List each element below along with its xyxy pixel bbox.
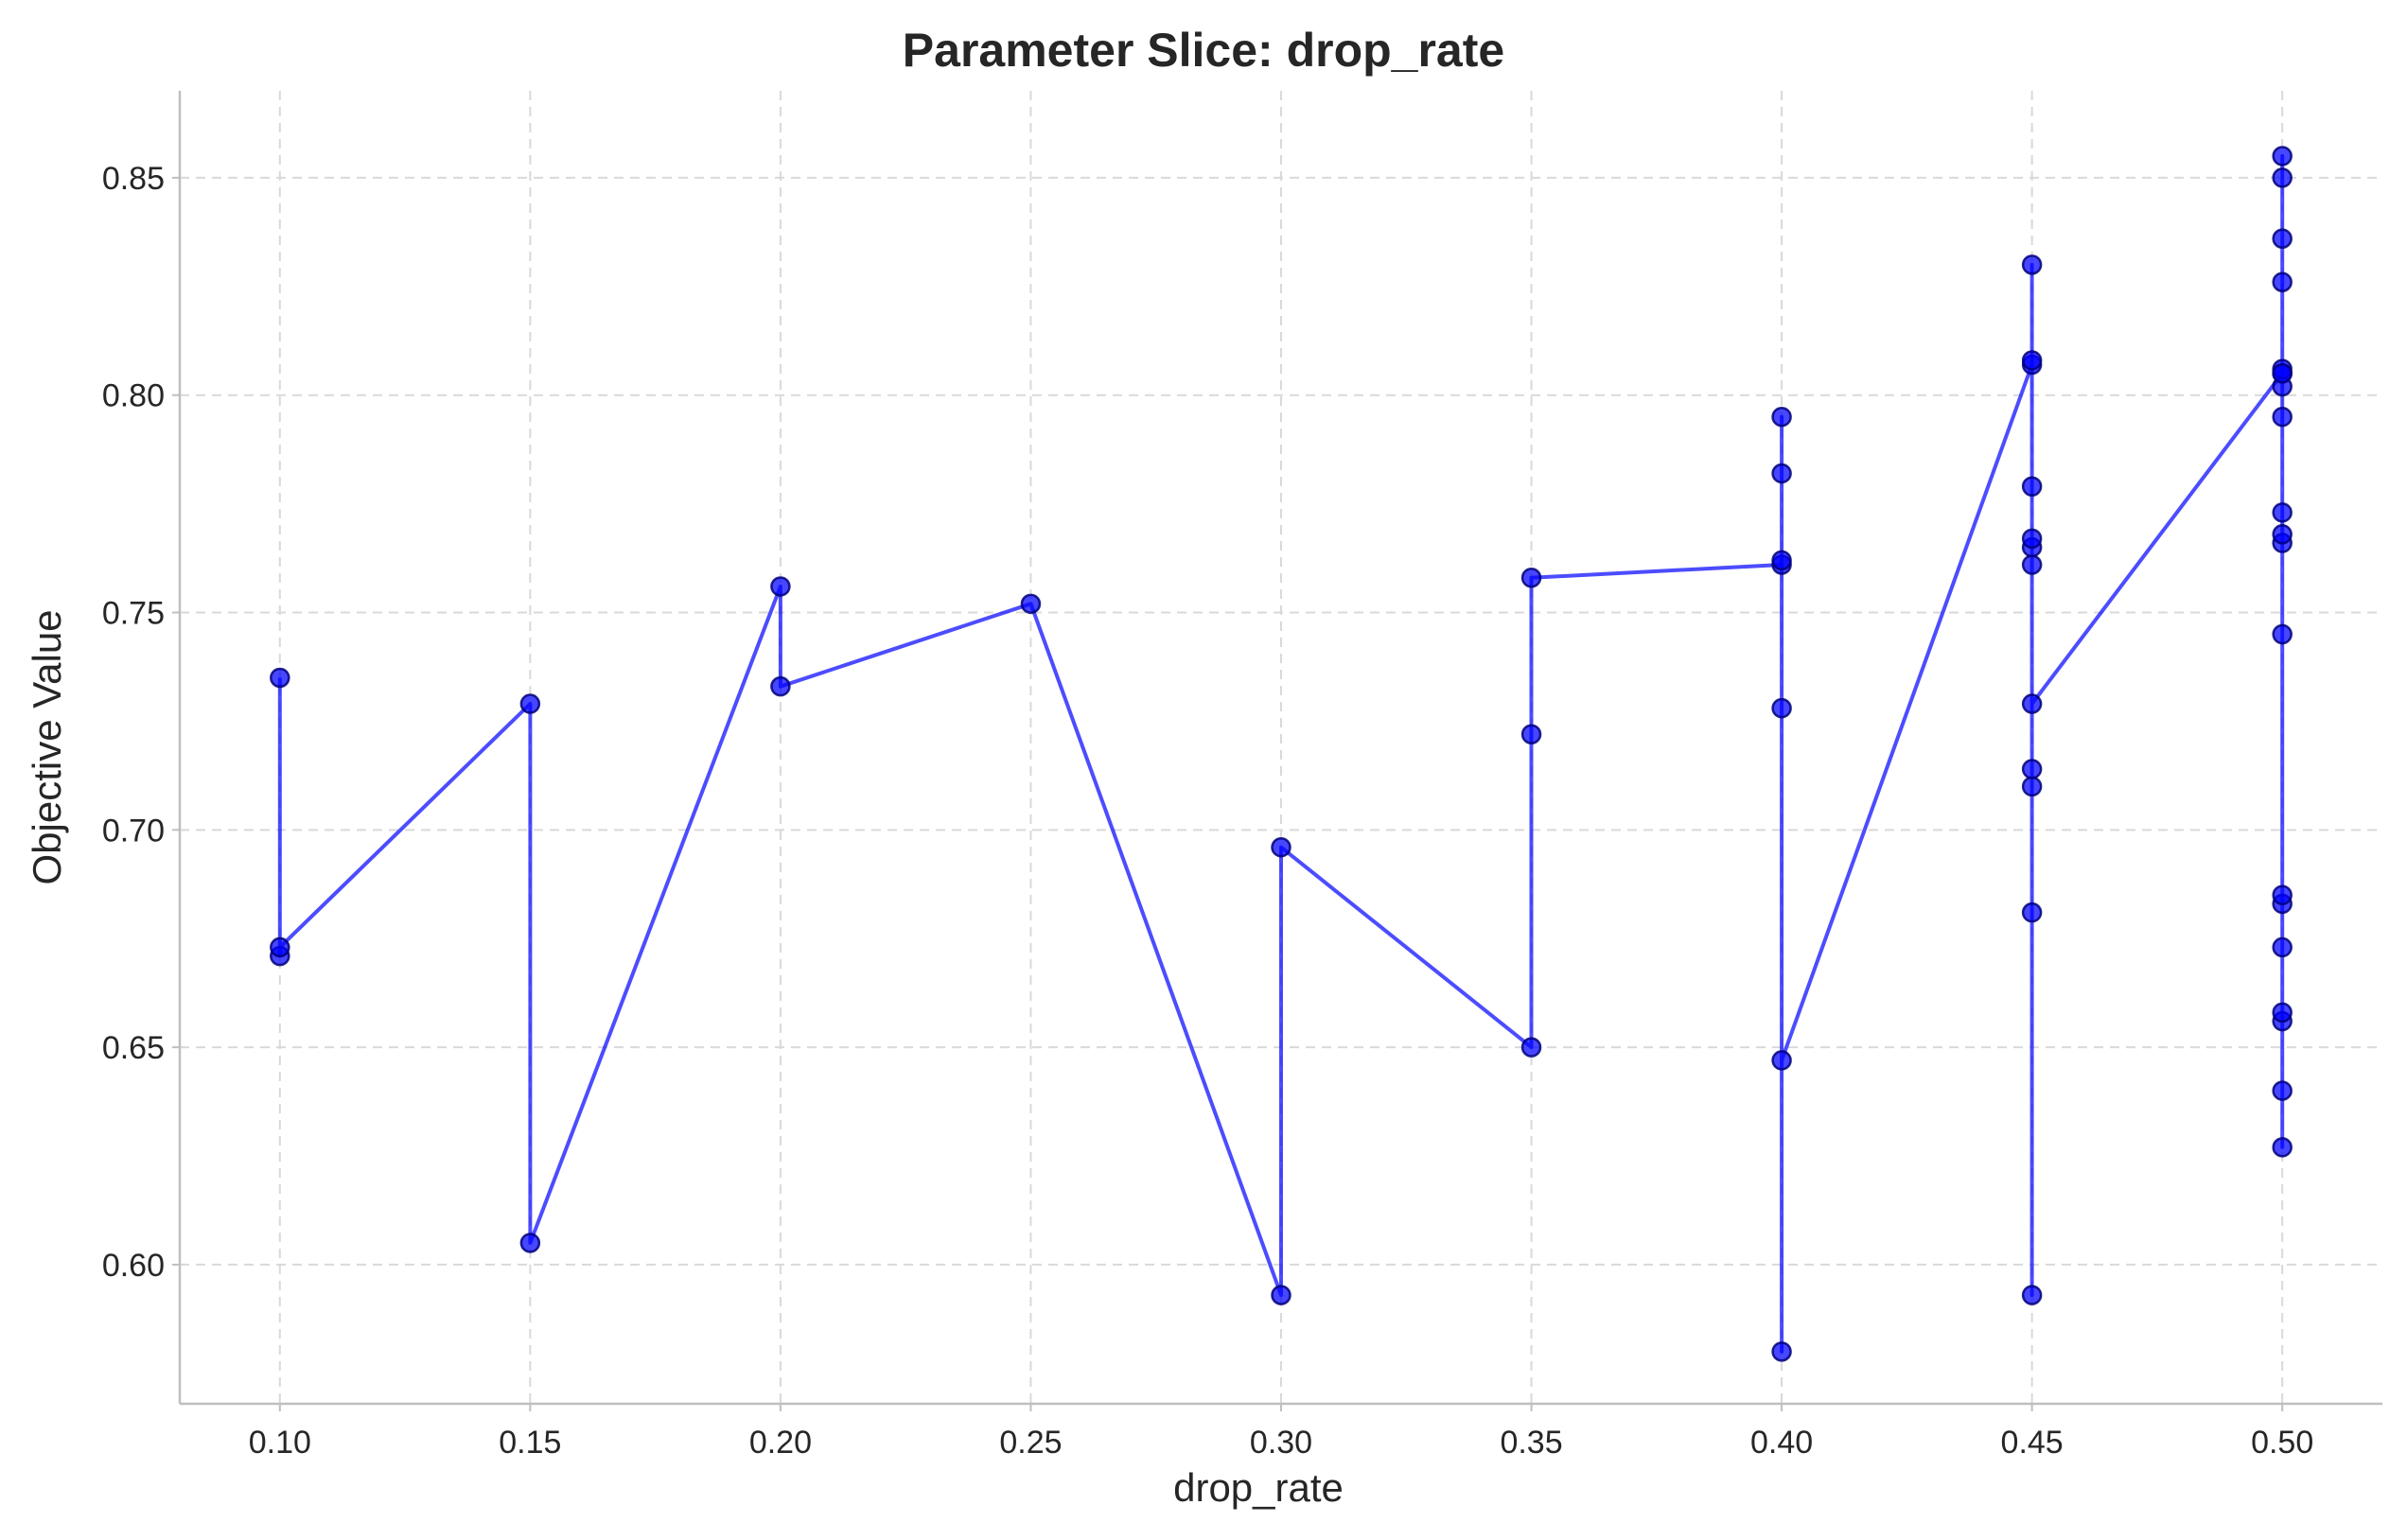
y-tick-label: 0.60 xyxy=(102,1248,165,1284)
data-point xyxy=(270,936,290,958)
data-point xyxy=(1771,1341,1792,1362)
data-point xyxy=(2272,362,2293,384)
data-point xyxy=(2021,528,2043,550)
y-tick-label: 0.75 xyxy=(102,596,165,632)
y-tick-label: 0.80 xyxy=(102,378,165,414)
x-axis-label: drop_rate xyxy=(1173,1465,1344,1510)
data-point xyxy=(1771,406,1792,428)
data-point xyxy=(2272,524,2293,545)
y-axis-label: Objective Value xyxy=(25,609,69,884)
data-point xyxy=(770,675,791,697)
data-point xyxy=(1520,568,1542,588)
data-point xyxy=(2272,936,2293,958)
y-tick-label: 0.65 xyxy=(102,1030,165,1066)
data-point xyxy=(1271,1285,1291,1305)
x-tick-label: 0.35 xyxy=(1500,1425,1562,1461)
x-tick-label: 0.40 xyxy=(1750,1425,1813,1461)
data-point xyxy=(1520,724,1542,744)
data-point xyxy=(1020,593,1042,615)
data-point xyxy=(2272,167,2293,188)
data-point xyxy=(2021,759,2043,779)
data-point xyxy=(1771,550,1792,571)
data-point xyxy=(519,1233,541,1253)
data-point xyxy=(2272,228,2293,250)
x-tick-label: 0.50 xyxy=(2251,1425,2313,1461)
data-point xyxy=(2272,271,2293,292)
data-point xyxy=(770,576,791,597)
data-point xyxy=(2021,776,2043,797)
data-point xyxy=(2021,1285,2043,1305)
data-point xyxy=(2272,1137,2293,1158)
x-tick-label: 0.15 xyxy=(499,1425,561,1461)
data-point xyxy=(2272,146,2293,166)
x-tick-label: 0.30 xyxy=(1250,1425,1312,1461)
data-point xyxy=(1771,1050,1792,1071)
tick-labels: 0.10 0.15 0.20 0.25 0.30 0.35 0.40 0.45 0.50 0.60… xyxy=(102,161,2313,1461)
x-tick-label: 0.20 xyxy=(749,1425,812,1461)
data-point xyxy=(2272,406,2293,428)
data-point xyxy=(1520,1037,1542,1058)
data-point xyxy=(2021,254,2043,275)
data-point xyxy=(1771,697,1792,719)
data-point xyxy=(2272,1080,2293,1101)
chart-title: Parameter Slice: drop_rate xyxy=(903,24,1504,77)
x-tick-label: 0.45 xyxy=(2001,1425,2064,1461)
data-point xyxy=(2021,554,2043,575)
data-point xyxy=(1771,463,1792,484)
data-point xyxy=(2272,884,2293,906)
series xyxy=(270,146,2293,1362)
y-tick-label: 0.85 xyxy=(102,161,165,197)
data-point xyxy=(270,667,290,689)
data-point xyxy=(2021,350,2043,371)
data-point xyxy=(519,693,541,714)
data-point xyxy=(2272,502,2293,523)
data-point xyxy=(2272,1002,2293,1024)
data-point xyxy=(2021,693,2043,714)
data-point xyxy=(2021,476,2043,497)
data-point xyxy=(1271,836,1291,858)
x-tick-label: 0.10 xyxy=(249,1425,311,1461)
data-point xyxy=(2021,901,2043,923)
y-tick-label: 0.70 xyxy=(102,813,165,849)
x-tick-label: 0.25 xyxy=(999,1425,1062,1461)
data-point xyxy=(2272,623,2293,645)
axes xyxy=(172,91,2382,1411)
